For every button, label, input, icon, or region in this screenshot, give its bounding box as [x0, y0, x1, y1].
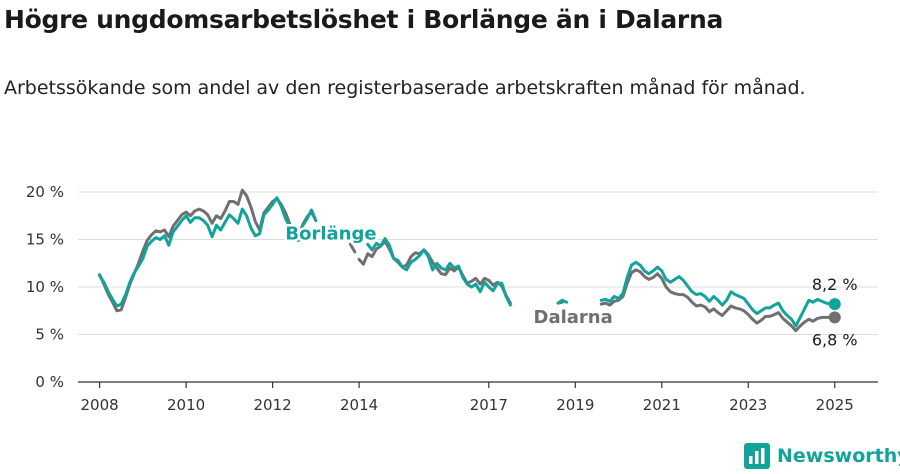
y-tick-label: 10 % [26, 278, 64, 296]
newsworthy-logo-icon [744, 443, 770, 469]
x-tick-label: 2012 [254, 396, 292, 414]
x-tick-label: 2019 [556, 396, 594, 414]
x-tick-label: 2010 [167, 396, 205, 414]
x-tick-label: 2025 [816, 396, 854, 414]
chart-labels: 8,2 % 6,8 % Borlänge Dalarna [283, 221, 858, 349]
end-value-label-borlange: 8,2 % [812, 275, 858, 294]
series-line-dalarna [98, 188, 837, 333]
brand-name: Newsworthy [777, 445, 900, 467]
x-tick-label: 2017 [470, 396, 508, 414]
x-tick-label: 2008 [81, 396, 119, 414]
series-label-dalarna: Dalarna [534, 307, 613, 328]
x-tick-label: 2014 [340, 396, 378, 414]
series-label-borlange: Borlänge [285, 224, 376, 245]
series-lines [98, 188, 837, 333]
x-tick-label: 2021 [643, 396, 681, 414]
end-point-dalarna [828, 311, 841, 324]
page-subtitle: Arbetssökande som andel av den registerb… [4, 77, 806, 99]
axes: 0 % 5 % 10 % 15 % 20 % 2008 2010 2012 2014 2017 20… [26, 183, 878, 414]
newsworthy-brand[interactable]: Newsworthy [744, 440, 900, 472]
end-value-label-dalarna: 6,8 % [812, 330, 858, 349]
y-tick-label: 15 % [26, 231, 64, 249]
series-line-borlange [98, 196, 837, 328]
end-point-borlange [828, 298, 841, 311]
x-tick-label: 2023 [729, 396, 767, 414]
y-tick-label: 20 % [26, 183, 64, 201]
y-tick-label: 5 % [35, 326, 64, 344]
y-tick-label: 0 % [35, 373, 64, 391]
page-title: Högre ungdomsarbetslöshet i Borlänge än … [4, 5, 724, 34]
